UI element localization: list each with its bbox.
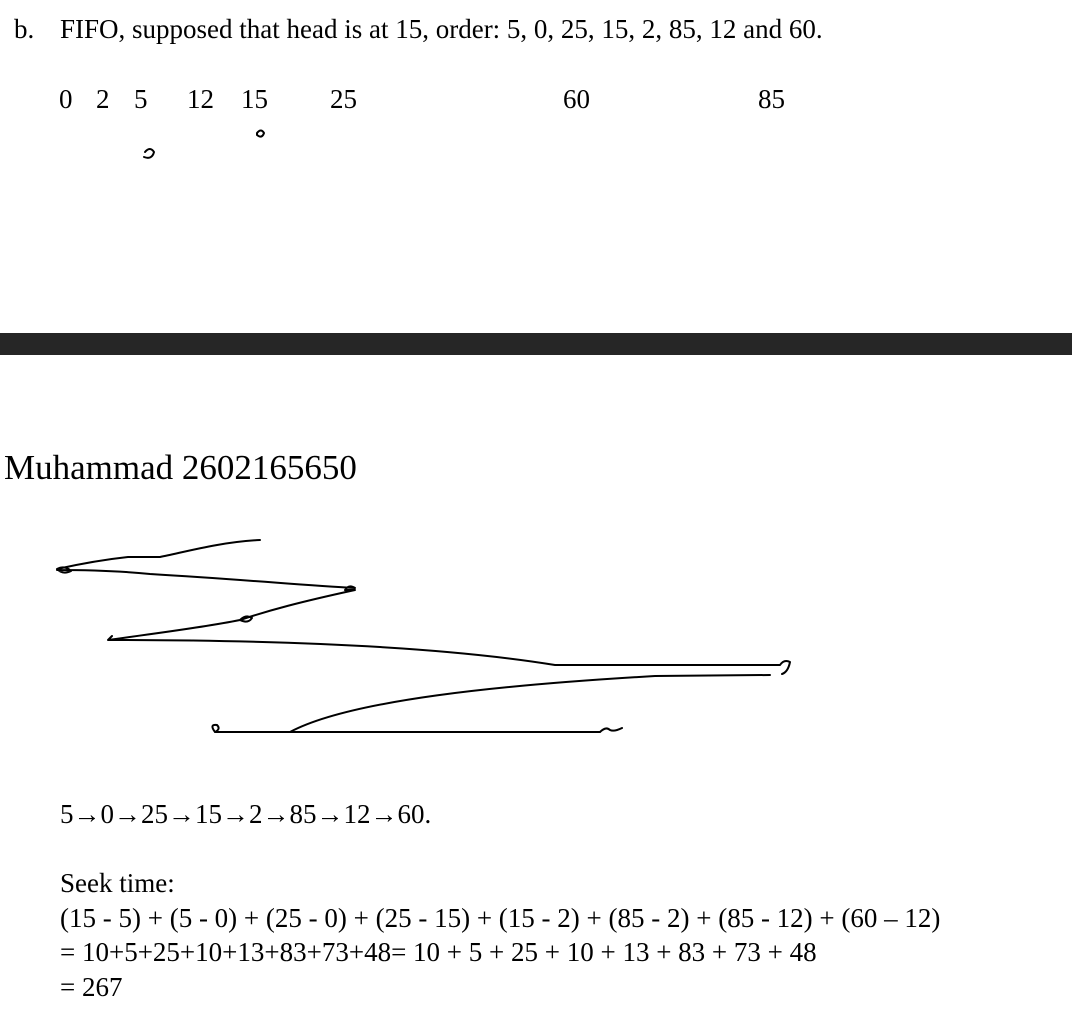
seek-line: (15 - 5) + (5 - 0) + (25 - 0) + (25 - 15… — [60, 903, 941, 933]
sequence: 5→0→25→15→2→85→12→60. — [60, 799, 432, 829]
seek-result: = 267 — [60, 972, 123, 1002]
scale-label: 85 — [758, 84, 785, 114]
seek-heading: Seek time: — [60, 868, 175, 898]
scale-label: 60 — [563, 84, 590, 114]
stroke — [143, 148, 155, 159]
author: Muhammad 2602165650 — [4, 448, 357, 487]
stroke — [56, 539, 791, 733]
stroke — [256, 129, 265, 138]
scale-label: 12 — [187, 84, 214, 114]
question-text: FIFO, supposed that head is at 15, order… — [60, 14, 823, 44]
scale-label: 25 — [330, 84, 357, 114]
divider — [0, 333, 1072, 355]
seek-line: = 10+5+25+10+13+83+73+48= 10 + 5 + 25 + … — [60, 937, 817, 967]
scale-label: 2 — [96, 84, 110, 114]
scale-label: 15 — [241, 84, 268, 114]
scale-label: 0 — [59, 84, 73, 114]
scale-label: 5 — [134, 84, 148, 114]
question-label: b. — [14, 14, 35, 44]
